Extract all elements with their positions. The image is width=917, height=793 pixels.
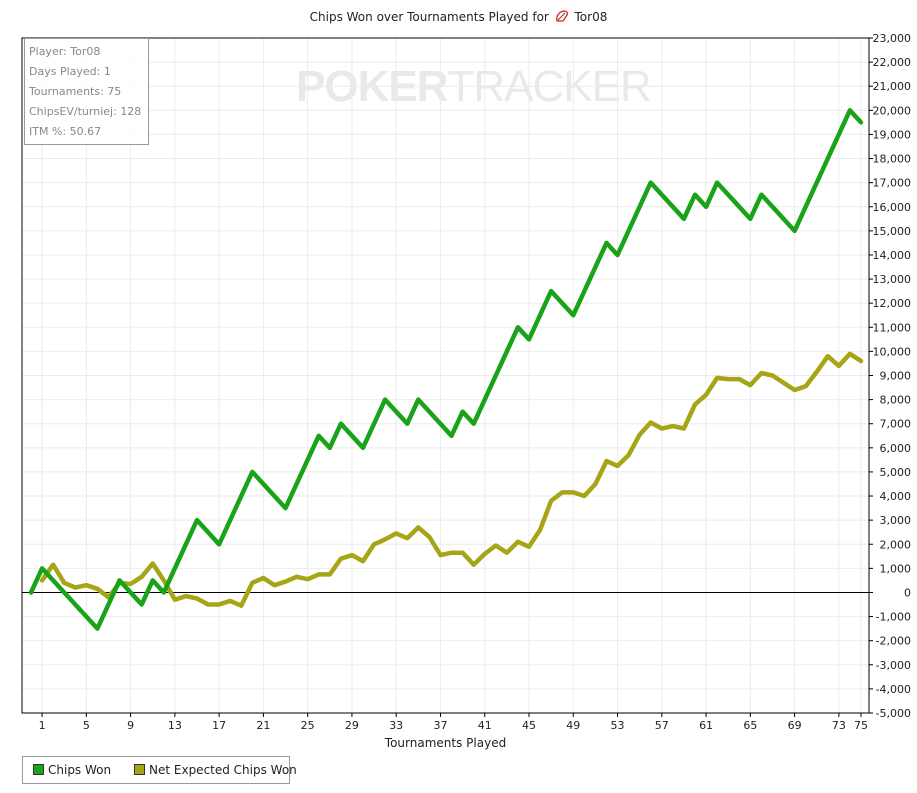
x-tick-label: 41 (478, 719, 492, 732)
x-tick-label: 17 (212, 719, 226, 732)
y-tick-label: 17,000 (873, 177, 912, 190)
player-stats-box: Player: Tor08 Days Played: 1 Tournaments… (24, 38, 149, 145)
y-tick-label: 22,000 (873, 56, 912, 69)
chart-title: Chips Won over Tournaments Played for To… (0, 10, 917, 24)
player-name: Tor08 (574, 10, 608, 24)
series-lines (28, 108, 864, 631)
x-tick-label: 29 (345, 719, 359, 732)
y-tick-label: 14,000 (873, 249, 912, 262)
y-tick-label: 15,000 (873, 225, 912, 238)
legend-item-net-expected: Net Expected Chips Won (134, 763, 297, 777)
x-tick-label: 65 (743, 719, 757, 732)
x-tick-label: 45 (522, 719, 536, 732)
x-tick-label: 69 (788, 719, 802, 732)
y-tick-label: 18,000 (873, 153, 912, 166)
legend-item-chips-won: Chips Won (33, 763, 111, 777)
x-tick-label: 75 (854, 719, 868, 732)
legend-label-chips-won: Chips Won (48, 763, 112, 777)
x-axis-label: Tournaments Played (384, 736, 507, 750)
y-tick-label: 16,000 (873, 201, 912, 214)
series-line-net-expected (39, 351, 864, 608)
x-tick-label: 9 (127, 719, 134, 732)
y-tick-label: -1,000 (876, 611, 911, 624)
y-tick-label: 21,000 (873, 80, 912, 93)
y-tick-label: 5,000 (880, 466, 912, 479)
x-tick-label: 57 (655, 719, 669, 732)
y-tick-label: 8,000 (880, 394, 912, 407)
chart-title-text: Chips Won over Tournaments Played for (309, 10, 549, 24)
y-tick-label: 12,000 (873, 297, 912, 310)
stat-player: Player: Tor08 (29, 45, 101, 58)
y-tick-label: 11,000 (873, 321, 912, 334)
legend-label-net-expected: Net Expected Chips Won (149, 763, 297, 777)
y-tick-label: 6,000 (880, 442, 912, 455)
y-tick-label: 2,000 (880, 538, 912, 551)
x-tick-label: 37 (433, 719, 447, 732)
x-tick-label: 25 (301, 719, 315, 732)
x-tick-label: 73 (832, 719, 846, 732)
y-tick-label: 7,000 (880, 418, 912, 431)
legend-swatch-net-expected (134, 764, 145, 775)
y-tick-label: -3,000 (876, 659, 911, 672)
axis-ticks: 23,00022,00021,00020,00019,00018,00017,0… (39, 32, 911, 732)
y-tick-label: 1,000 (880, 562, 912, 575)
grid (22, 37, 869, 714)
y-tick-label: 9,000 (880, 370, 912, 383)
y-tick-label: 4,000 (880, 490, 912, 503)
y-tick-label: 13,000 (873, 273, 912, 286)
y-tick-label: 10,000 (873, 345, 912, 358)
x-tick-label: 1 (39, 719, 46, 732)
stat-tournaments: Tournaments: 75 (29, 85, 122, 98)
y-tick-label: 19,000 (873, 128, 912, 141)
legend-swatch-chips-won (33, 764, 44, 775)
x-tick-label: 61 (699, 719, 713, 732)
stat-days-played: Days Played: 1 (29, 65, 111, 78)
stat-chips-ev: ChipsEV/turniej: 128 (29, 105, 142, 118)
stat-itm: ITM %: 50.67 (29, 125, 102, 138)
x-tick-label: 33 (389, 719, 403, 732)
x-tick-label: 5 (83, 719, 90, 732)
y-tick-label: 3,000 (880, 514, 912, 527)
y-tick-label: -5,000 (876, 707, 911, 720)
x-tick-label: 13 (168, 719, 182, 732)
y-tick-label: 23,000 (873, 32, 912, 45)
series-line-chips-won (28, 108, 864, 631)
y-tick-label: 0 (904, 586, 911, 599)
y-tick-label: -4,000 (876, 683, 911, 696)
player-site-icon (555, 10, 568, 22)
legend: Chips Won Net Expected Chips Won (22, 756, 297, 784)
x-tick-label: 53 (611, 719, 625, 732)
x-tick-label: 49 (566, 719, 580, 732)
y-tick-label: -2,000 (876, 635, 911, 648)
y-tick-label: 20,000 (873, 104, 912, 117)
x-tick-label: 21 (256, 719, 270, 732)
